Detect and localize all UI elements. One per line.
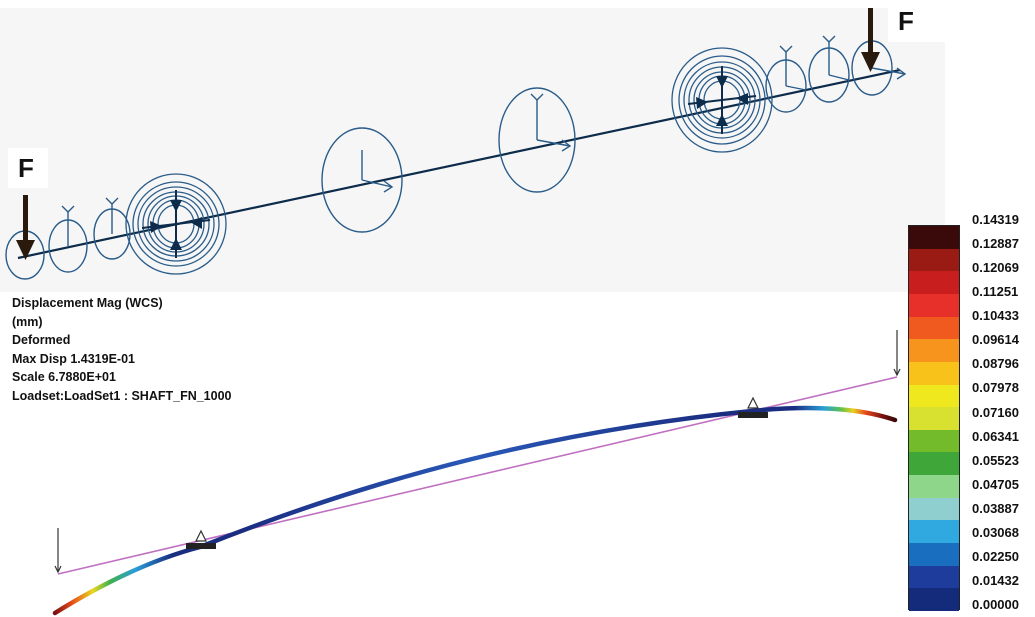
legend-swatch <box>909 565 959 589</box>
legend-value-label: 0.09614 <box>972 332 1019 348</box>
legend-swatch <box>909 271 959 295</box>
load-marker-left <box>54 528 62 574</box>
result-loadset: Loadset:LoadSet1 : SHAFT_FN_1000 <box>12 388 232 403</box>
legend-value-label: 0.04705 <box>972 476 1019 492</box>
legend-value-label: 0.07978 <box>972 380 1019 396</box>
shaft-axis <box>17 68 901 260</box>
legend-swatch <box>909 475 959 499</box>
legend-value-label: 0.12887 <box>972 236 1019 252</box>
legend-value-label: 0.10433 <box>972 308 1019 324</box>
bearing-left <box>125 173 227 275</box>
deformed-view <box>52 330 901 616</box>
node-circle-left-1 <box>48 205 88 273</box>
force-label-left: F <box>18 153 34 183</box>
legend-value-label: 0.01432 <box>972 572 1019 588</box>
legend-value-label: 0.03887 <box>972 500 1019 516</box>
legend-value-label: 0.11251 <box>972 284 1019 300</box>
force-arrow-right <box>861 8 880 72</box>
shaft-model: F F <box>5 0 945 280</box>
support-marker-left <box>186 529 216 549</box>
legend-value-label: 0.08796 <box>972 356 1019 372</box>
node-circle-right-1 <box>765 45 807 113</box>
legend-swatch <box>909 339 959 363</box>
legend-value-label: 0.12069 <box>972 260 1019 276</box>
legend-value-label: 0.14319 <box>972 212 1019 227</box>
node-circle-right-2 <box>808 35 850 103</box>
legend-value-label: 0.00000 <box>972 597 1019 612</box>
deformed-shaft-curve <box>52 405 898 616</box>
force-label-right: F <box>898 6 914 36</box>
load-marker-right <box>893 330 901 377</box>
result-units: (mm) <box>12 314 43 329</box>
node-circle-left-2 <box>93 197 131 260</box>
result-scale: Scale 6.7880E+01 <box>12 370 116 384</box>
force-arrow-left <box>16 195 35 260</box>
node-circle-middle-1 <box>321 127 403 233</box>
legend-swatch <box>909 293 959 318</box>
result-mode: Deformed <box>12 333 71 347</box>
legend-swatch <box>909 588 959 612</box>
legend-swatch <box>909 407 959 431</box>
bearing-right <box>671 47 773 153</box>
legend-value-label: 0.06341 <box>972 428 1019 444</box>
node-circle-middle-2 <box>498 87 576 193</box>
result-info-block: Displacement Mag (WCS) (mm) Deformed Max… <box>12 294 232 405</box>
result-quantity: Displacement Mag (WCS) <box>12 296 163 310</box>
legend-value-label: 0.03068 <box>972 524 1019 540</box>
legend-value-label: 0.02250 <box>972 548 1019 564</box>
result-max-disp: Max Disp 1.4319E-01 <box>12 351 135 366</box>
legend-swatch <box>909 316 959 340</box>
legend-value-label: 0.05523 <box>972 452 1019 468</box>
legend-swatch <box>909 520 959 544</box>
legend-swatch <box>909 226 959 250</box>
legend-swatch <box>909 497 959 521</box>
legend-value-label: 0.07160 <box>972 404 1019 420</box>
legend-swatch <box>909 543 959 567</box>
legend-swatch <box>909 429 959 453</box>
legend-swatch <box>909 452 959 476</box>
legend-swatch <box>909 361 959 386</box>
legend-swatch <box>909 248 959 272</box>
color-legend-bar <box>908 225 960 612</box>
support-marker-right <box>738 396 768 418</box>
legend-swatch <box>909 384 959 408</box>
